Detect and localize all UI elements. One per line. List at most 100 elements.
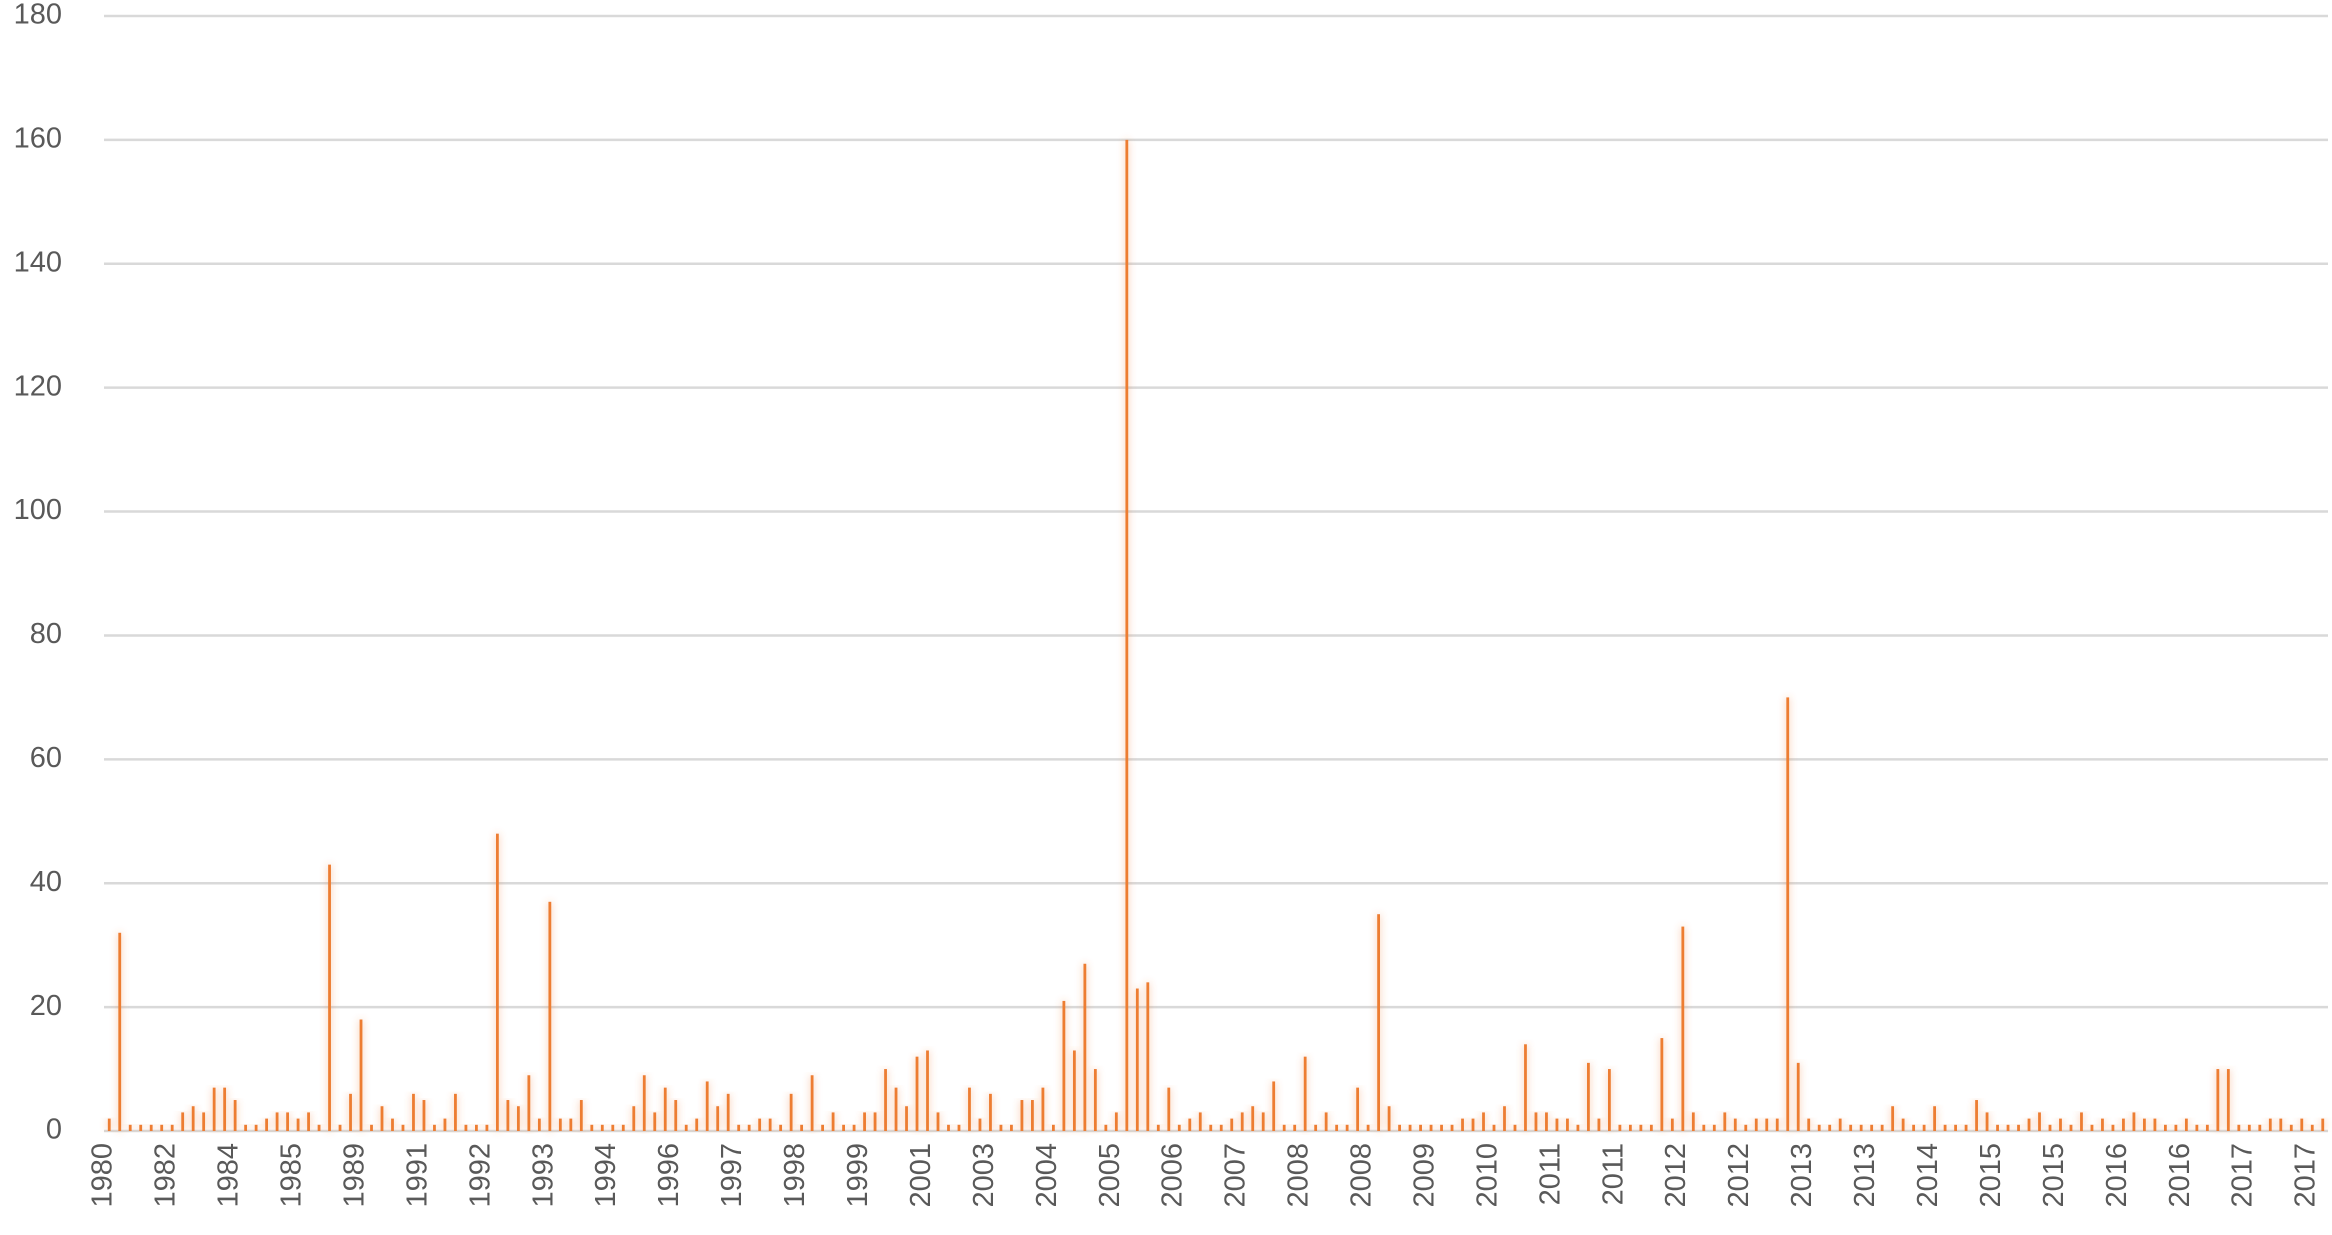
bar (957, 1124, 961, 1131)
bar (1419, 1124, 1422, 1131)
bar (212, 1087, 216, 1131)
bar (2080, 1112, 2083, 1131)
bar (2163, 1124, 2167, 1131)
bar (1618, 1124, 1622, 1131)
bar (684, 1124, 688, 1131)
bar (831, 1112, 835, 1131)
bar (800, 1124, 804, 1131)
bar (999, 1124, 1003, 1131)
bar (1104, 1124, 1108, 1131)
bar (989, 1093, 992, 1131)
bar (1901, 1118, 1905, 1131)
bar (380, 1106, 384, 1131)
bar (1922, 1124, 1926, 1131)
bar (737, 1124, 741, 1131)
bar (1387, 1106, 1391, 1131)
bar (1859, 1124, 1863, 1131)
bar (412, 1093, 415, 1131)
bar (579, 1100, 583, 1131)
bar (495, 833, 499, 1131)
bar (1513, 1124, 1517, 1131)
x-tick-label: 2005 (1094, 1143, 1126, 1208)
bar (328, 864, 331, 1131)
bar (1335, 1124, 1339, 1131)
bar (2237, 1124, 2241, 1131)
bar (884, 1069, 887, 1131)
bar (1083, 963, 1087, 1131)
bar (2111, 1124, 2115, 1131)
bar (1366, 1124, 1370, 1131)
bar (422, 1100, 426, 1131)
bar (863, 1112, 866, 1131)
bar (202, 1112, 206, 1131)
bar (1031, 1100, 1034, 1131)
y-tick-label: 40 (30, 866, 62, 898)
x-tick-label: 2012 (1660, 1143, 1692, 1208)
bar (2153, 1118, 2157, 1131)
bar (1807, 1118, 1811, 1131)
bar (674, 1100, 678, 1131)
bar (1429, 1124, 1433, 1131)
bar (1251, 1106, 1255, 1131)
bar (2122, 1118, 2125, 1131)
bar (1125, 139, 1129, 1131)
bar (2300, 1118, 2304, 1131)
bar (2038, 1112, 2041, 1131)
bar (1188, 1118, 1192, 1131)
bar (1733, 1118, 1737, 1131)
bar (1356, 1087, 1360, 1131)
bar (139, 1124, 143, 1131)
bar (2017, 1124, 2020, 1131)
x-tick-label: 2014 (1912, 1143, 1944, 1208)
bar (506, 1100, 510, 1131)
x-tick-label: 1999 (842, 1143, 874, 1208)
bar (1796, 1062, 1800, 1131)
bar (2059, 1118, 2062, 1131)
bar (1293, 1124, 1297, 1131)
bar (1786, 697, 1790, 1131)
x-tick-label: 2006 (1157, 1143, 1189, 1208)
x-tick-label: 1998 (779, 1143, 811, 1208)
bar (810, 1075, 814, 1131)
bar (1471, 1118, 1475, 1131)
y-tick-label: 140 (14, 246, 62, 278)
bar (1870, 1124, 1874, 1131)
x-tick-label: 2004 (1031, 1143, 1063, 1208)
bar (1156, 1124, 1160, 1131)
y-tick-label: 60 (30, 742, 62, 774)
bar (705, 1081, 709, 1131)
bar (642, 1075, 646, 1131)
bar (433, 1124, 436, 1131)
bar (1712, 1124, 1716, 1131)
bar (2048, 1124, 2052, 1131)
bar (2321, 1118, 2325, 1131)
bar (2205, 1124, 2209, 1131)
bar (873, 1112, 877, 1131)
x-tick-label: 1982 (150, 1143, 182, 1208)
bar (223, 1087, 227, 1131)
bar (1765, 1118, 1769, 1131)
x-tick-label: 2007 (1220, 1143, 1252, 1208)
bar (1964, 1124, 1968, 1131)
bar (1628, 1124, 1632, 1131)
bar (1219, 1124, 1223, 1131)
bar (600, 1124, 604, 1131)
bar (569, 1118, 573, 1131)
bar (2101, 1118, 2104, 1131)
bar (275, 1112, 279, 1131)
bar (726, 1093, 730, 1131)
bar (2268, 1118, 2272, 1131)
bar (1324, 1112, 1328, 1131)
bar (936, 1112, 940, 1131)
x-tick-label: 1993 (527, 1143, 559, 1208)
bar (149, 1124, 153, 1131)
x-tick-label: 2015 (1975, 1143, 2007, 1208)
bar (1649, 1124, 1653, 1131)
bar (1566, 1118, 1569, 1131)
x-tick-label: 1989 (338, 1143, 370, 1208)
bar (1198, 1112, 1202, 1131)
x-tick-label: 2008 (1346, 1143, 1378, 1208)
x-tick-label: 2016 (2101, 1143, 2133, 1208)
bar (1377, 914, 1381, 1131)
bar (233, 1100, 237, 1131)
